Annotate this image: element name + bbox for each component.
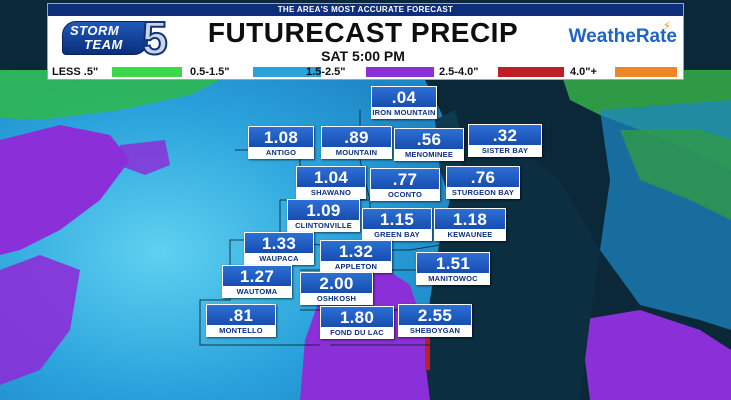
- forecast-time: SAT 5:00 PM: [321, 48, 405, 64]
- city-label-fond-du-lac: 1.80 FOND DU LAC: [320, 306, 394, 339]
- precip-light-area-east: [620, 130, 731, 220]
- legend-swatch-2: [253, 67, 321, 77]
- weatherate-logo: WeatheRate ⚡: [568, 19, 677, 48]
- legend-label-1: LESS .5": [52, 66, 99, 78]
- header-banner: THE AREA'S MOST ACCURATE FORECAST STORM …: [47, 3, 684, 80]
- precip-light-area-north: [0, 70, 240, 120]
- city-name: GREEN BAY: [363, 229, 431, 240]
- city-label-menominee: .56 MENOMINEE: [394, 128, 464, 161]
- city-value: .32: [492, 126, 518, 145]
- city-value: 2.55: [417, 306, 453, 325]
- city-name: IRON MOUNTAIN: [372, 107, 436, 118]
- city-value: 1.09: [306, 201, 341, 220]
- weatherate-text: WeatheRate: [568, 26, 677, 47]
- city-value: 1.04: [313, 168, 349, 187]
- city-name: SHAWANO: [297, 187, 365, 198]
- legend-swatch-5: [615, 67, 677, 77]
- city-value: 1.33: [261, 234, 297, 253]
- city-value: .04: [391, 88, 417, 107]
- legend: LESS .5" 0.5-1.5" 1.5-2.5" 2.5-4.0" 4.0"…: [48, 65, 683, 79]
- city-name: CLINTONVILLE: [288, 220, 359, 231]
- city-value: .56: [416, 130, 442, 149]
- city-label-appleton: 1.32 APPLETON: [320, 240, 392, 273]
- city-value: .76: [470, 168, 496, 187]
- city-label-manitowoc: 1.51 MANITOWOC: [416, 252, 490, 285]
- city-name: SISTER BAY: [469, 145, 541, 156]
- city-value: 1.27: [239, 267, 275, 286]
- city-label-shawano: 1.04 SHAWANO: [296, 166, 366, 199]
- city-name: SHEBOYGAN: [399, 325, 471, 336]
- city-label-sheboygan: 2.55 SHEBOYGAN: [398, 304, 472, 337]
- city-name: OSHKOSH: [301, 293, 372, 304]
- legend-label-3: 1.5-2.5": [306, 66, 346, 78]
- city-label-iron-mountain: .04 IRON MOUNTAIN: [371, 86, 437, 119]
- city-label-waupaca: 1.33 WAUPACA: [244, 232, 314, 265]
- city-name: MANITOWOC: [417, 273, 489, 284]
- legend-swatch-4: [498, 67, 564, 77]
- city-label-green-bay: 1.15 GREEN BAY: [362, 208, 432, 241]
- city-label-oshkosh: 2.00 OSHKOSH: [300, 272, 373, 305]
- logo-word-storm: STORM: [70, 23, 120, 38]
- legend-label-2: 0.5-1.5": [190, 66, 230, 78]
- tagline: THE AREA'S MOST ACCURATE FORECAST: [48, 4, 683, 16]
- logo-number: 5: [141, 12, 169, 64]
- city-label-kewaunee: 1.18 KEWAUNEE: [434, 208, 506, 241]
- city-value: .77: [392, 170, 418, 189]
- city-name: OCONTO: [371, 189, 439, 200]
- city-name: KEWAUNEE: [435, 229, 505, 240]
- city-name: WAUPACA: [245, 253, 313, 264]
- legend-label-4: 2.5-4.0": [439, 66, 479, 78]
- city-label-sturgeon-bay: .76 STURGEON BAY: [446, 166, 520, 199]
- precip-heavy-area-west2: [0, 255, 80, 385]
- city-value: 1.18: [452, 210, 488, 229]
- city-value: 1.15: [379, 210, 415, 229]
- precip-heavy-area-west: [0, 125, 130, 255]
- city-label-sister-bay: .32 SISTER BAY: [468, 124, 542, 157]
- city-name: STURGEON BAY: [447, 187, 519, 198]
- legend-label-5: 4.0"+: [570, 66, 597, 78]
- city-value: .81: [228, 306, 254, 325]
- city-name: MENOMINEE: [395, 149, 463, 160]
- city-label-antigo: 1.08 ANTIGO: [248, 126, 314, 159]
- legend-swatch-1: [112, 67, 182, 77]
- city-label-clintonville: 1.09 CLINTONVILLE: [287, 199, 360, 232]
- city-value: 1.08: [263, 128, 299, 147]
- city-name: MOUNTAIN: [322, 147, 391, 158]
- city-name: APPLETON: [321, 261, 391, 272]
- city-value: 1.51: [435, 254, 471, 273]
- city-value: 1.32: [338, 242, 374, 261]
- storm-team-5-logo: STORM TEAM 5: [54, 14, 184, 64]
- precip-heavy-area-lake: [580, 310, 731, 400]
- city-name: MONTELLO: [207, 325, 275, 336]
- logo-badge: [62, 21, 148, 55]
- precip-heavy-area-center: [118, 140, 170, 175]
- page-title: FUTURECAST PRECIP: [207, 17, 519, 48]
- city-label-montello: .81 MONTELLO: [206, 304, 276, 337]
- legend-swatch-3: [366, 67, 434, 77]
- city-label-mountain: .89 MOUNTAIN: [321, 126, 392, 159]
- city-name: ANTIGO: [249, 147, 313, 158]
- city-label-wautoma: 1.27 WAUTOMA: [222, 265, 292, 298]
- lightning-icon: ⚡: [662, 19, 671, 33]
- city-value: 2.00: [319, 274, 354, 293]
- city-value: 1.80: [339, 308, 375, 327]
- precip-extreme-streak: [425, 325, 430, 370]
- city-value: .89: [344, 128, 369, 147]
- city-name: FOND DU LAC: [321, 327, 393, 338]
- logo-word-team: TEAM: [84, 37, 123, 52]
- city-name: WAUTOMA: [223, 286, 291, 297]
- city-label-oconto: .77 OCONTO: [370, 168, 440, 201]
